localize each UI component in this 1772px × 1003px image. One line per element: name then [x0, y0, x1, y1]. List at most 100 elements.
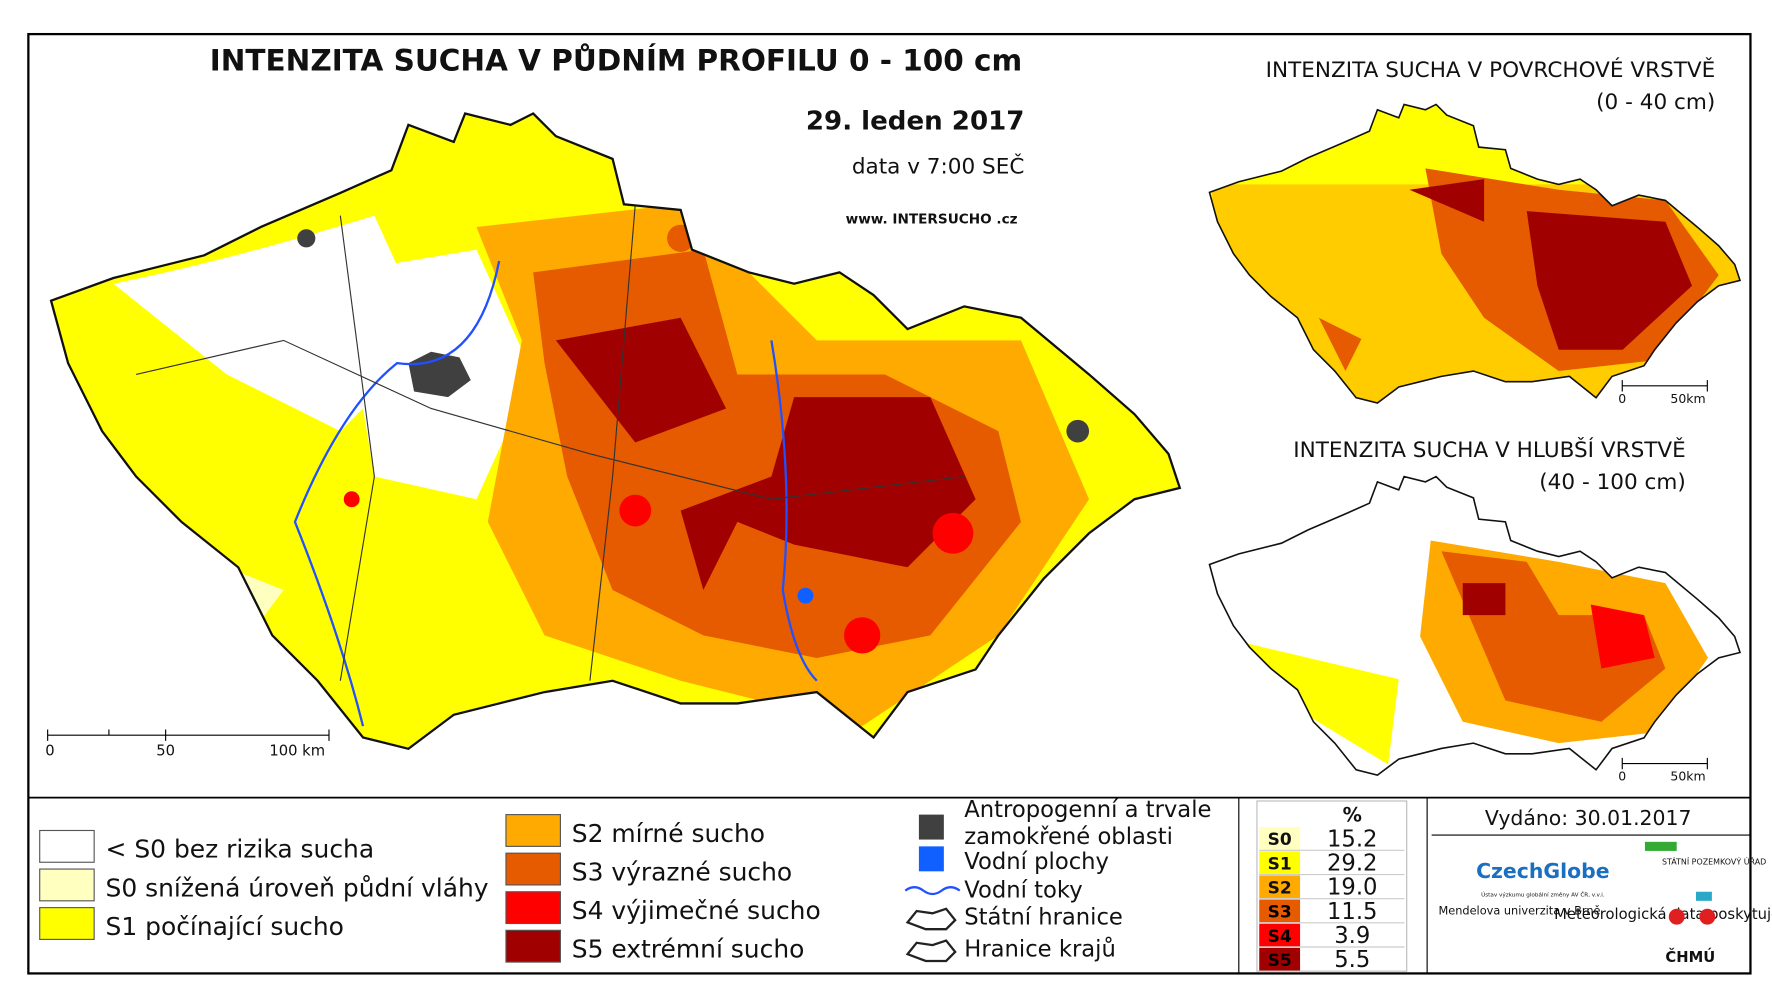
scale-label: 50km: [1670, 769, 1705, 784]
path-shape: [136, 204, 965, 681]
logo-czechglobe: CzechGlobe: [1476, 859, 1610, 883]
circle-shape: [797, 587, 814, 604]
percentage-table: % S0 15.2 S1 29.2 S2 19.0 S3 11.5 S4 3.9 S5 5.5: [1256, 800, 1408, 973]
path-shape: [1590, 604, 1655, 669]
legend-swatch: [505, 852, 561, 886]
path-shape: [1409, 179, 1485, 222]
legend-swatch: [39, 829, 95, 863]
scale-bar: 0 50 100 km: [45, 729, 330, 760]
circle-shape: [619, 494, 652, 527]
legend-label-line: Antropogenní a trvale: [964, 797, 1211, 823]
legend-label: S5 extrémní sucho: [572, 935, 805, 964]
class-label: S3: [1268, 903, 1292, 923]
legend-swatch: [505, 929, 561, 963]
website: www. INTERSUCHO .cz: [846, 212, 1018, 228]
circle-shape: [1699, 908, 1716, 925]
legend-label: Antropogenní a trvale zamokřené oblasti: [964, 797, 1211, 850]
main-title: INTENZITA SUCHA V PŮDNÍM PROFILU 0 - 100…: [210, 41, 1023, 77]
feature-swatch: [918, 846, 944, 872]
path-shape: [1621, 757, 1708, 770]
class-cell: [1259, 875, 1301, 899]
class-label: S5: [1268, 951, 1292, 971]
legend-label: S0 snížená úroveň půdní vláhy: [106, 873, 489, 902]
logo-czechglobe-sub: Ústav výzkumu globální změny AV ČR, v.v.…: [1481, 891, 1605, 898]
percent-value: 11.5: [1327, 899, 1377, 925]
feature-swatch: [905, 907, 957, 931]
path-shape: [113, 215, 432, 432]
path-shape: [1318, 317, 1362, 372]
path-shape: [1462, 583, 1506, 616]
g-shape: [1212, 168, 1741, 404]
inset-title: INTENZITA SUCHA V HLUBŠÍ VRSTVĚ: [1293, 437, 1686, 463]
feature-swatch: [905, 939, 957, 963]
class-cell: [1259, 923, 1301, 947]
inset-subtitle: (0 - 40 cm): [1596, 90, 1715, 115]
table-header: %: [1343, 803, 1362, 826]
legend-label: < S0 bez rizika sucha: [106, 835, 375, 864]
scale-label: 50km: [1670, 391, 1705, 406]
logo-spu: STÁTNÍ POZEMKOVÝ ÚŘAD: [1662, 856, 1766, 867]
g-shape: [113, 204, 1090, 727]
class-cell: [1259, 827, 1301, 850]
rect-shape: [1695, 891, 1712, 901]
class-label: S1: [1268, 854, 1292, 874]
circle-shape: [1668, 908, 1685, 925]
class-label: S0: [1268, 830, 1292, 850]
legend-swatch: [505, 814, 561, 847]
legend-label: Hranice krajů: [964, 935, 1116, 962]
legend-label: Vodní toky: [964, 877, 1082, 903]
class-cell: [1259, 851, 1301, 874]
inset-top-map: [1208, 103, 1741, 404]
circle-shape: [932, 512, 974, 554]
circle-shape: [844, 617, 881, 654]
rect-shape: [1644, 841, 1677, 851]
inset-title: INTENZITA SUCHA V POVRCHOVÉ VRSTVĚ: [1266, 57, 1716, 83]
legend-label-line: zamokřené oblasti: [964, 824, 1173, 850]
path-shape: [1526, 211, 1693, 350]
scale-label: 100 km: [269, 743, 325, 760]
scale-label: 50: [156, 743, 175, 760]
date: 29. leden 2017: [806, 106, 1024, 136]
class-cell: [1259, 899, 1301, 923]
circle-shape: [1066, 419, 1090, 443]
percent-value: 29.2: [1327, 851, 1377, 877]
legend-label: Státní hranice: [964, 905, 1123, 931]
path-shape: [680, 397, 976, 590]
legend-label: S1 počínající sucho: [106, 912, 344, 941]
percent-value: 3.9: [1334, 923, 1370, 949]
class-cell: [1259, 947, 1301, 971]
logo-chmu: ČHMÚ: [1665, 948, 1715, 966]
scale-label: 0: [1618, 391, 1626, 406]
circle-shape: [297, 229, 316, 248]
legend-label: S2 mírné sucho: [572, 819, 765, 848]
percent-value: 15.2: [1327, 826, 1377, 852]
inset-subtitle: (40 - 100 cm): [1539, 470, 1686, 495]
issued-date: Vydáno: 30.01.2017: [1485, 806, 1692, 830]
legend-swatch: [505, 891, 561, 925]
legend-swatch: [39, 868, 95, 902]
path-shape: [555, 317, 727, 443]
legend-label: S4 výjimečné sucho: [572, 896, 821, 925]
feature-swatch: [904, 886, 961, 896]
class-label: S4: [1268, 927, 1292, 947]
time: data v 7:00 SEČ: [852, 154, 1025, 180]
feature-swatch: [918, 814, 944, 840]
circle-shape: [343, 491, 360, 508]
percent-value: 19.0: [1327, 875, 1377, 901]
legend-label: S3 výrazné sucho: [572, 857, 792, 886]
legend-swatch: [39, 907, 95, 940]
path-shape: [1621, 380, 1708, 392]
legend: < S0 bez rizika sucha S0 snížená úroveň p…: [39, 797, 1211, 964]
class-label: S2: [1268, 879, 1292, 899]
scale-label: 0: [45, 743, 54, 760]
scale-label: 0: [1618, 769, 1626, 784]
path-shape: [47, 729, 330, 741]
main-map: [49, 112, 1181, 750]
path-shape: [293, 260, 501, 727]
meteo-credit: Meteorologická data poskytuje:: [1554, 906, 1772, 923]
logo-mendelu: Mendelova univerzita v Brně: [1438, 903, 1600, 917]
percent-value: 5.5: [1334, 947, 1370, 973]
